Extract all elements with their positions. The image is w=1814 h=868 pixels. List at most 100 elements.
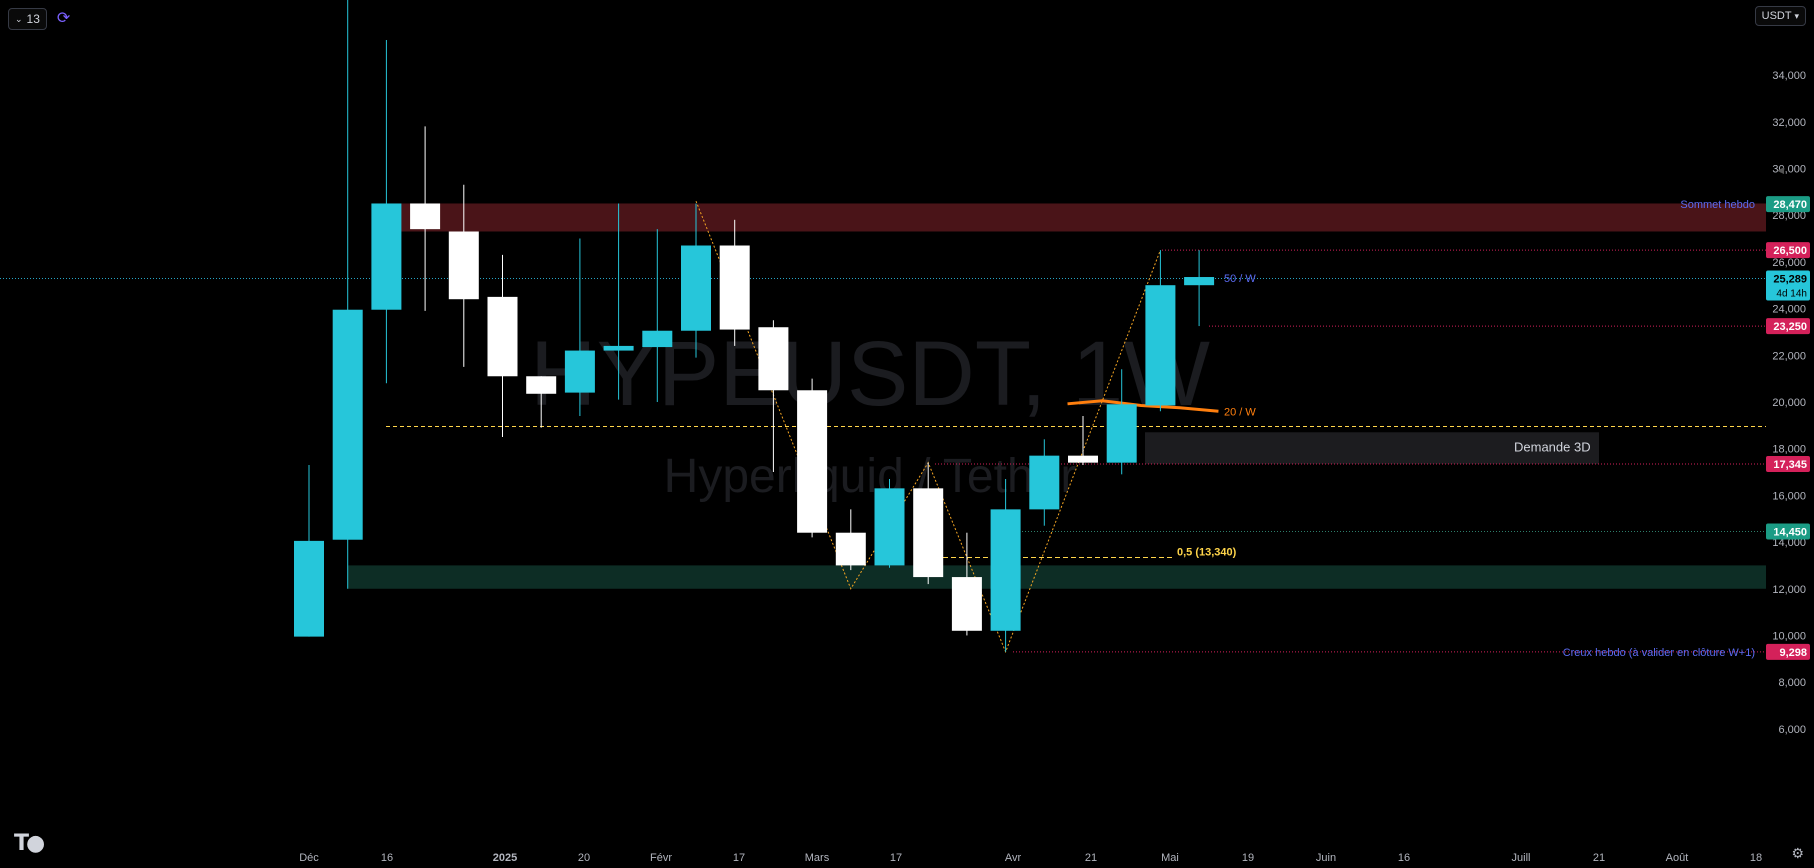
- y-tick-label: 10,000: [1772, 630, 1806, 642]
- candle: [1068, 415, 1098, 465]
- price-label-text: 17,345: [1773, 459, 1807, 471]
- x-tick-label: 19: [1242, 852, 1254, 864]
- candle: [913, 462, 944, 585]
- candle: [990, 479, 1021, 652]
- price-label-green: 28,470: [1766, 196, 1810, 213]
- zones: [348, 203, 1766, 589]
- y-tick-label: 26,000: [1772, 257, 1806, 269]
- price-label-text: 25,289: [1773, 273, 1807, 285]
- x-tick-label: Juill: [1512, 852, 1531, 864]
- candle-body: [1068, 455, 1098, 463]
- y-tick-label: 24,000: [1772, 304, 1806, 316]
- x-tick-label: Avr: [1005, 852, 1022, 864]
- candle-body: [681, 245, 711, 331]
- price-label-box: [1766, 270, 1810, 301]
- y-tick-label: 8,000: [1778, 677, 1806, 689]
- demand-zone-bottom: [348, 565, 1766, 589]
- price-label-box: [1766, 455, 1810, 472]
- sommet-hebdo-label: Sommet hebdo: [1680, 199, 1755, 211]
- y-tick-label: 6,000: [1778, 724, 1806, 736]
- price-label-current: 25,289 4d 14h: [1766, 270, 1810, 301]
- candle-body: [1106, 404, 1137, 463]
- y-tick-label: 34,000: [1772, 70, 1806, 82]
- candle-body: [448, 231, 479, 300]
- candle: [294, 464, 324, 637]
- candle: [758, 320, 789, 472]
- candle-body: [642, 330, 673, 348]
- candle-body: [603, 345, 634, 351]
- top-toolbar: ⌄ 13 ⟳: [8, 8, 70, 30]
- candle-body: [951, 577, 982, 631]
- candle-body: [564, 350, 595, 393]
- price-label-box: [1766, 523, 1810, 540]
- fib-label: 0,5 (13,340): [1177, 546, 1237, 558]
- refresh-icon[interactable]: ⟳: [56, 10, 71, 27]
- supply-zone: [390, 203, 1766, 232]
- candle: [1106, 369, 1137, 475]
- price-label-text: 28,470: [1773, 199, 1807, 211]
- price-label-red: 26,500: [1766, 242, 1810, 259]
- candle-body: [835, 532, 866, 566]
- price-label-red: 23,250: [1766, 318, 1810, 335]
- candle: [681, 203, 711, 358]
- candle: [719, 219, 750, 346]
- candle: [1029, 439, 1060, 526]
- candle: [332, 0, 363, 589]
- x-tick-label: Mai: [1161, 852, 1179, 864]
- interval-button[interactable]: ⌄ 13: [8, 8, 47, 30]
- x-tick-label: 16: [1398, 852, 1410, 864]
- ma20-label: 20 / W: [1224, 406, 1256, 418]
- price-label-text: 9,298: [1779, 647, 1807, 659]
- axes: 34,000 32,000 30,000 28,000 26,000 24,000 22,0…: [299, 70, 1806, 864]
- candle: [448, 184, 479, 367]
- currency-button[interactable]: USDT ▾: [1754, 6, 1806, 26]
- candle-body: [797, 390, 828, 533]
- candle: [874, 479, 905, 568]
- creux-hebdo-label: Creux hebdo (à valider en clôture W+1): [1563, 647, 1755, 659]
- price-label-box: [1766, 196, 1810, 213]
- candle: [642, 229, 673, 402]
- candle: [951, 532, 982, 636]
- candle-body: [874, 488, 905, 566]
- candle-body: [1184, 277, 1215, 286]
- x-tick-label: 18: [1750, 852, 1762, 864]
- x-tick-label: Août: [1666, 852, 1689, 864]
- y-tick-label: 12,000: [1772, 584, 1806, 596]
- candle: [797, 378, 828, 538]
- x-tick-label: Déc: [299, 852, 319, 864]
- price-label-text: 26,500: [1773, 245, 1807, 257]
- candle-body: [487, 296, 518, 377]
- price-label-box: [1766, 643, 1810, 660]
- price-label-green: 14,450: [1766, 523, 1810, 540]
- candle-body: [294, 540, 324, 637]
- x-tick-label: Févr: [650, 852, 672, 864]
- currency-label: USDT: [1761, 10, 1792, 22]
- candle: [1184, 250, 1215, 327]
- candle-body: [410, 203, 441, 230]
- y-tick-label: 32,000: [1772, 117, 1806, 129]
- ma50-label: 50 / W: [1224, 273, 1256, 285]
- x-tick-label: 17: [890, 852, 902, 864]
- ma20-line: [1067, 399, 1219, 413]
- candle-body: [719, 245, 750, 330]
- candle: [410, 126, 441, 311]
- candle: [487, 254, 518, 437]
- scroll-right-icon[interactable]: ◀: [1777, 165, 1784, 175]
- y-tick-label: 16,000: [1772, 490, 1806, 502]
- candle: [371, 40, 402, 384]
- demande-3d-label: Demande 3D: [1514, 439, 1591, 454]
- candle-body: [758, 327, 789, 391]
- settings-gear-icon[interactable]: ⚙: [1791, 845, 1804, 861]
- candle: [835, 509, 866, 571]
- candle-body: [332, 309, 363, 540]
- candle-body: [913, 488, 944, 578]
- x-tick-label: 21: [1085, 852, 1097, 864]
- chevron-down-icon: ⌄: [15, 13, 23, 24]
- tradingview-logo-icon: T●: [14, 831, 45, 856]
- y-tick-label: 30,000: [1772, 163, 1806, 175]
- price-label-text: 14,450: [1773, 527, 1807, 539]
- price-label-text: 23,250: [1773, 321, 1807, 333]
- y-tick-label: 18,000: [1772, 444, 1806, 456]
- price-label-box: [1766, 318, 1810, 335]
